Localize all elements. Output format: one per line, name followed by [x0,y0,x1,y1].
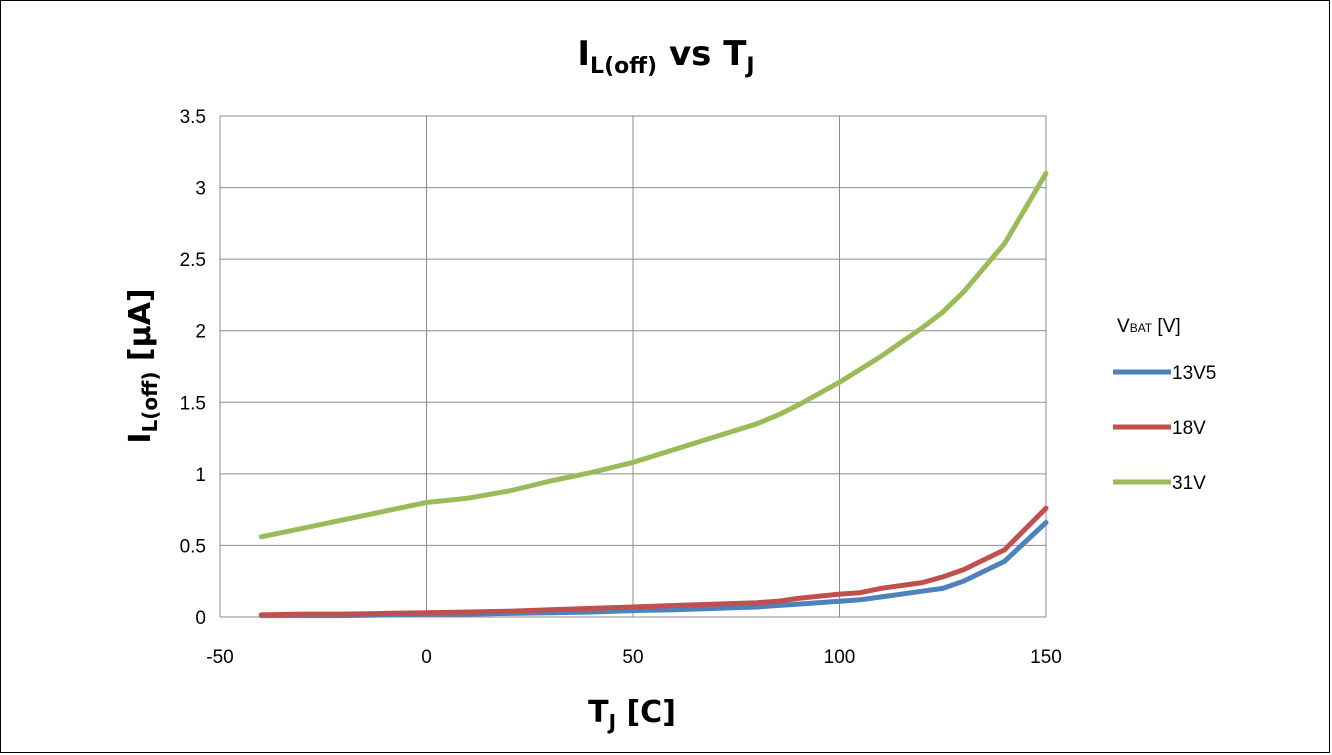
legend: VBAT [V] 13V5 18V 31V [1113,316,1216,494]
legend-title: VBAT [V] [1117,316,1181,337]
series-lines [258,170,1049,619]
x-axis-ticks: -50 0 50 100 150 [206,647,1062,668]
x-tick-label: 50 [622,647,643,668]
y-tick-label: 2 [195,322,206,343]
x-axis-title: TJ [C] [588,695,676,734]
series-line-18v [258,505,1049,618]
y-tick-label: 1 [195,465,206,486]
legend-label-31v: 31V [1172,473,1206,494]
legend-label-13v5: 13V5 [1172,363,1216,384]
y-tick-label: 2.5 [180,250,206,271]
y-tick-label: 0.5 [180,536,206,557]
y-tick-label: 1.5 [180,393,206,414]
chart-title: IL(off) vs TJ [577,34,754,79]
y-axis-ticks: 0 0.5 1 1.5 2 2.5 3 3.5 [180,107,206,629]
x-tick-label: 100 [824,647,856,668]
y-tick-label: 0 [195,608,206,629]
grid-lines [219,115,1047,618]
y-tick-label: 3.5 [180,107,206,128]
series-line-31v [258,170,1049,540]
x-tick-label: 150 [1030,647,1062,668]
y-tick-label: 3 [195,179,206,200]
x-tick-label: 0 [421,647,432,668]
x-tick-label: -50 [206,647,233,668]
series-line-13v5 [258,520,1049,619]
legend-label-18v: 18V [1172,418,1206,439]
y-axis-title: IL(off) [µA] [123,288,162,443]
